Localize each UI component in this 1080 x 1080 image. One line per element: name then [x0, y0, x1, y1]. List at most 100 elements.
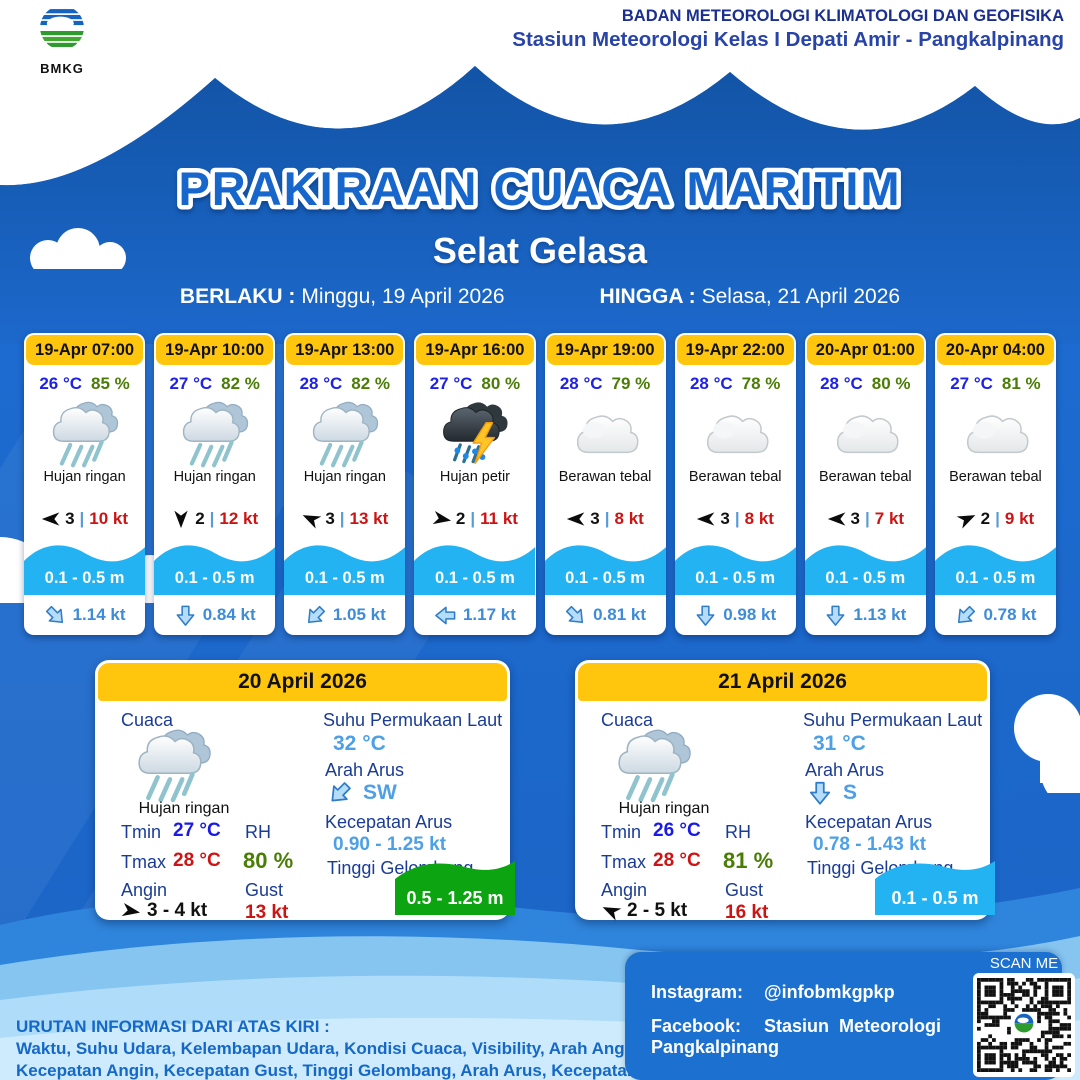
wave-shape [284, 545, 406, 595]
instagram-handle[interactable]: @infobmkgpkp [764, 982, 895, 1002]
wind-row: 3 | 10 kt [24, 509, 145, 529]
air-temperature: 26 °C [39, 374, 83, 393]
visibility-value: 3 [65, 509, 75, 528]
wind-direction-icon [119, 899, 142, 922]
wave-height-band: 0.1 - 0.5 m [154, 535, 276, 595]
current-row: 0.78 kt [935, 595, 1056, 635]
wave-height-band: 0.1 - 0.5 m [24, 535, 146, 595]
visibility-value: 2 [455, 509, 466, 528]
wind-speed: 9 kt [1004, 509, 1035, 528]
wind-direction-icon [41, 509, 61, 529]
current-direction-icon [322, 775, 359, 812]
wave-shape [154, 545, 276, 595]
wave-height: 0.1 - 0.5 m [695, 569, 776, 587]
weather-condition: Berawan tebal [818, 469, 912, 485]
kecepatan-arus-label: Kecepatan Arus [325, 812, 453, 832]
wind-speed: 13 kt [349, 509, 389, 528]
current-row: 0.81 kt [545, 595, 666, 635]
separator: | [865, 509, 870, 528]
forecast-card: 20-Apr 04:00 27 °C 81 % Berawan tebal 2 … [934, 333, 1056, 635]
card-time: 19-Apr 13:00 [286, 335, 404, 365]
facebook-page[interactable]: Stasiun Meteorologi Pangkalpinang [651, 1016, 942, 1057]
current-speed: 0.78 kt [983, 605, 1037, 624]
facebook-row: Facebook: Stasiun Meteorologi Pangkalpin… [651, 1016, 1062, 1058]
current-direction-icon [807, 780, 833, 806]
wind-speed: 8 kt [744, 509, 774, 528]
wave-height-value: 0.1 - 0.5 m [891, 888, 979, 908]
current-direction-icon [559, 599, 592, 632]
current-direction-icon [39, 599, 72, 632]
visibility-value: 3 [720, 509, 730, 528]
card-time: 19-Apr 10:00 [156, 335, 274, 365]
daily-date: 21 April 2026 [578, 663, 987, 701]
humidity: 82 % [351, 374, 391, 393]
visibility-value: 3 [325, 509, 335, 528]
wind-direction-icon [171, 509, 191, 529]
sst-label: Suhu Permukaan Laut [803, 710, 983, 730]
wave-height-band: 0.1 - 0.5 m [804, 535, 926, 595]
valid-from: BERLAKU : Minggu, 19 April 2026 [180, 285, 505, 309]
humidity: 81 % [1001, 374, 1041, 393]
humidity: 79 % [611, 374, 651, 393]
humidity: 82 % [221, 374, 260, 393]
badge-fill [395, 861, 515, 915]
current-speed: 1.14 kt [72, 605, 126, 624]
tmin-label: Tmin [121, 822, 161, 842]
air-temperature: 28 °C [689, 374, 733, 393]
daily-weather-icon [133, 722, 215, 804]
separator: | [734, 509, 740, 528]
wave-shape [674, 545, 796, 595]
current-direction-icon [824, 604, 847, 627]
separator: | [995, 509, 1000, 528]
air-temperature: 28 °C [559, 374, 603, 393]
gust-value: 16 kt [725, 902, 769, 923]
separator: | [79, 509, 85, 528]
qr-code[interactable] [973, 973, 1075, 1077]
forecast-card: 19-Apr 10:00 27 °C 82 % Hujan ringan 2 |… [154, 333, 276, 635]
card-time: 20-Apr 01:00 [806, 335, 924, 365]
wave-height: 0.1 - 0.5 m [304, 569, 385, 587]
wind-speed: 12 kt [219, 509, 259, 528]
forecast-card: 19-Apr 22:00 28 °C 78 % Berawan tebal 3 … [674, 333, 796, 635]
wave-height-badge: 0.5 - 1.25 m [395, 857, 515, 915]
wind-direction-icon [598, 898, 625, 925]
daily-condition: Hujan ringan [618, 800, 710, 817]
wave-shape [24, 545, 146, 595]
wave-shape [934, 545, 1056, 595]
current-direction: S [843, 781, 858, 804]
legend-text: URUTAN INFORMASI DARI ATAS KIRI : Waktu,… [16, 1016, 680, 1080]
rh-value: 81 % [723, 848, 774, 873]
weather-icon [308, 395, 382, 469]
wave-height: 0.1 - 0.5 m [44, 569, 125, 587]
tmax-label: Tmax [121, 852, 166, 872]
tmin-label: Tmin [601, 822, 641, 842]
cloud-decoration [30, 228, 126, 269]
wind-row: 2 | 9 kt [935, 509, 1056, 529]
tmin-value: 27 °C [173, 820, 221, 841]
wind-direction-icon [696, 509, 716, 529]
card-time: 19-Apr 19:00 [546, 335, 664, 365]
daily-condition: Hujan ringan [138, 800, 230, 817]
visibility-value: 2 [980, 509, 991, 528]
wave-height: 0.1 - 0.5 m [565, 569, 645, 587]
forecast-card: 20-Apr 01:00 28 °C 80 % Berawan tebal 3 … [804, 333, 926, 635]
wave-height-band: 0.1 - 0.5 m [414, 535, 536, 595]
wind-direction-icon [298, 506, 325, 533]
wave-height-badge: 0.1 - 0.5 m [875, 857, 995, 915]
weather-condition: Hujan petir [439, 469, 510, 485]
wind-row: 2 | 11 kt [414, 509, 535, 529]
sst-label: Suhu Permukaan Laut [323, 710, 503, 730]
wave-height: 0.1 - 0.5 m [955, 569, 1036, 587]
page-title: PRAKIRAAN CUACA MARITIM [174, 158, 904, 220]
current-speed: 0.98 kt [723, 605, 777, 624]
sst-value: 31 °C [813, 732, 866, 755]
wave-height: 0.1 - 0.5 m [435, 569, 515, 587]
tmax-value: 28 °C [653, 850, 701, 871]
air-temperature: 28 °C [820, 374, 863, 393]
weather-icon [958, 395, 1032, 469]
legend-line: Waktu, Suhu Udara, Kelembapan Udara, Kon… [16, 1039, 645, 1059]
wave-shape [804, 545, 926, 595]
wind-speed: 11 kt [480, 509, 518, 528]
current-direction-icon [174, 604, 197, 627]
legend-title: URUTAN INFORMASI DARI ATAS KIRI : [16, 1017, 330, 1036]
